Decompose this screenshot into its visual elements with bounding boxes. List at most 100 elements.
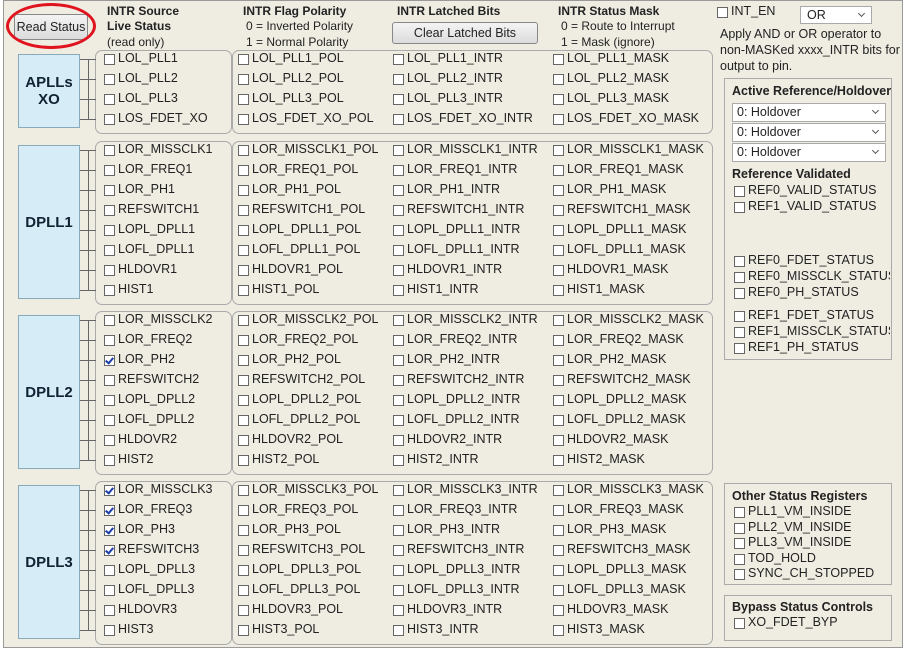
checkbox[interactable] [104, 145, 115, 156]
checkbox[interactable] [238, 435, 249, 446]
checkbox[interactable] [104, 185, 115, 196]
checkbox[interactable] [734, 272, 745, 283]
checkbox[interactable] [104, 74, 115, 85]
checkbox[interactable] [238, 395, 249, 406]
checkbox[interactable] [238, 485, 249, 496]
checkbox[interactable] [238, 54, 249, 65]
checkbox[interactable] [104, 585, 115, 596]
checkbox[interactable] [238, 245, 249, 256]
checkbox[interactable] [393, 185, 404, 196]
checkbox[interactable] [553, 114, 564, 125]
checkbox[interactable] [734, 507, 745, 518]
checkbox[interactable] [553, 395, 564, 406]
checkbox[interactable] [393, 435, 404, 446]
checkbox[interactable] [734, 569, 745, 580]
checkbox[interactable] [393, 505, 404, 516]
checkbox[interactable] [238, 114, 249, 125]
checkbox[interactable] [104, 225, 115, 236]
checkbox[interactable] [104, 285, 115, 296]
checkbox[interactable] [553, 415, 564, 426]
checkbox[interactable] [393, 94, 404, 105]
checkbox[interactable] [238, 165, 249, 176]
checkbox[interactable] [104, 315, 115, 326]
checkbox[interactable] [393, 225, 404, 236]
checkbox[interactable] [393, 285, 404, 296]
checkbox[interactable] [238, 185, 249, 196]
checkbox[interactable] [393, 415, 404, 426]
checkbox[interactable] [553, 605, 564, 616]
checkbox[interactable] [734, 343, 745, 354]
clear-latched-button[interactable]: Clear Latched Bits [392, 22, 538, 44]
checkbox[interactable] [104, 165, 115, 176]
checkbox[interactable] [238, 265, 249, 276]
checkbox[interactable] [104, 335, 115, 346]
checkbox[interactable] [238, 285, 249, 296]
checkbox[interactable] [238, 355, 249, 366]
checkbox[interactable] [104, 565, 115, 576]
checkbox[interactable] [553, 505, 564, 516]
checkbox[interactable] [553, 54, 564, 65]
checkbox[interactable] [104, 435, 115, 446]
checkbox[interactable] [238, 225, 249, 236]
checkbox[interactable] [553, 225, 564, 236]
checkbox[interactable] [734, 618, 745, 629]
checkbox[interactable] [104, 485, 115, 496]
checkbox[interactable] [734, 327, 745, 338]
checkbox[interactable] [553, 185, 564, 196]
checkbox[interactable] [393, 585, 404, 596]
checkbox[interactable] [734, 202, 745, 213]
checkbox[interactable] [104, 355, 115, 366]
checkbox[interactable] [393, 54, 404, 65]
checkbox[interactable] [553, 565, 564, 576]
checkbox[interactable] [238, 205, 249, 216]
checkbox[interactable] [393, 355, 404, 366]
checkbox[interactable] [393, 74, 404, 85]
checkbox[interactable] [553, 285, 564, 296]
checkbox[interactable] [238, 605, 249, 616]
checkbox[interactable] [553, 485, 564, 496]
checkbox[interactable] [104, 375, 115, 386]
checkbox[interactable] [104, 415, 115, 426]
checkbox[interactable] [393, 545, 404, 556]
checkbox[interactable] [393, 375, 404, 386]
checkbox[interactable] [238, 585, 249, 596]
checkbox[interactable] [104, 605, 115, 616]
checkbox[interactable] [393, 245, 404, 256]
checkbox[interactable] [393, 205, 404, 216]
checkbox[interactable] [553, 525, 564, 536]
checkbox[interactable] [393, 395, 404, 406]
checkbox[interactable] [553, 205, 564, 216]
checkbox[interactable] [104, 545, 115, 556]
checkbox[interactable] [238, 145, 249, 156]
checkbox[interactable] [553, 545, 564, 556]
checkbox[interactable] [104, 525, 115, 536]
checkbox[interactable] [393, 265, 404, 276]
checkbox[interactable] [393, 145, 404, 156]
checkbox[interactable] [393, 455, 404, 466]
checkbox[interactable] [238, 315, 249, 326]
checkbox[interactable] [553, 375, 564, 386]
checkbox[interactable] [734, 256, 745, 267]
checkbox[interactable] [393, 315, 404, 326]
checkbox[interactable] [238, 625, 249, 636]
checkbox[interactable] [553, 335, 564, 346]
holdover-select[interactable]: 0: Holdover [732, 123, 886, 142]
checkbox[interactable] [393, 114, 404, 125]
checkbox[interactable] [734, 522, 745, 534]
holdover-select[interactable]: 0: Holdover [732, 103, 886, 122]
checkbox[interactable] [553, 265, 564, 276]
checkbox[interactable] [393, 165, 404, 176]
checkbox[interactable] [553, 625, 564, 636]
checkbox[interactable] [104, 455, 115, 466]
checkbox[interactable] [553, 455, 564, 466]
checkbox[interactable] [104, 54, 115, 65]
checkbox[interactable] [238, 565, 249, 576]
checkbox[interactable] [238, 375, 249, 386]
checkbox[interactable] [553, 74, 564, 85]
checkbox[interactable] [104, 205, 115, 216]
checkbox[interactable] [553, 145, 564, 156]
checkbox[interactable] [238, 94, 249, 105]
checkbox[interactable] [553, 585, 564, 596]
checkbox[interactable] [553, 355, 564, 366]
checkbox[interactable] [393, 605, 404, 616]
